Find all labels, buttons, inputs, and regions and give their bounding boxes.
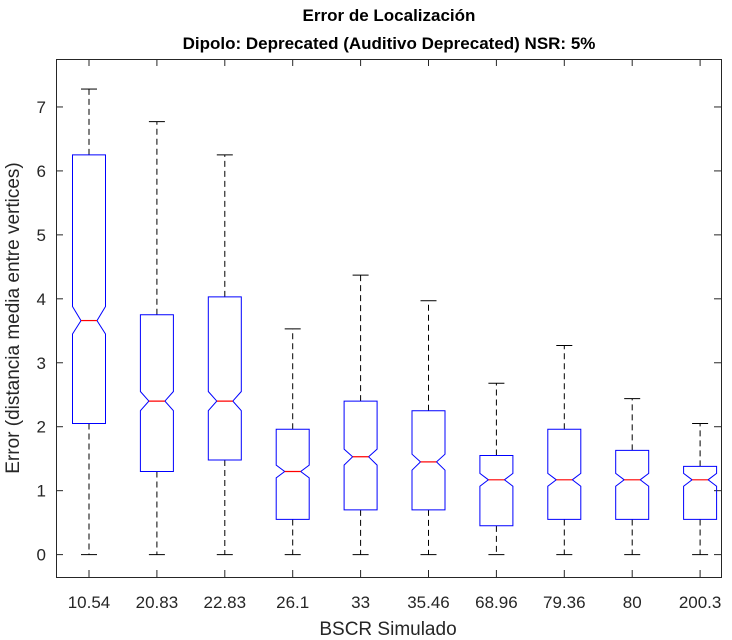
box-80 <box>615 398 650 556</box>
y-tick-label: 2 <box>37 418 46 437</box>
notched-box <box>275 428 310 520</box>
boxes-layer <box>72 88 718 556</box>
x-tick-label: 200.3 <box>679 593 722 612</box>
notched-box <box>547 428 582 520</box>
x-tick-label: 22.83 <box>204 593 247 612</box>
y-tick-label: 4 <box>37 290 46 309</box>
chart-title: Error de Localización <box>303 6 476 25</box>
box-200.3 <box>683 423 718 556</box>
y-tick-label: 3 <box>37 354 46 373</box>
notched-box <box>479 455 514 527</box>
box-79.36 <box>547 344 582 556</box>
y-axis: 0 1 2 3 4 5 6 7 <box>37 98 721 565</box>
x-tick-label: 33 <box>351 593 370 612</box>
x-tick-label: 20.83 <box>136 593 179 612</box>
notched-box <box>207 296 242 461</box>
box-26.1 <box>275 328 310 556</box>
box-22.83 <box>207 154 242 556</box>
y-axis-label: Error (distancia media entre vertices) <box>3 162 24 474</box>
notched-box <box>615 449 650 520</box>
x-tick-label: 26.1 <box>276 593 309 612</box>
x-tick-label: 68.96 <box>475 593 518 612</box>
box-20.83 <box>139 121 174 556</box>
y-tick-label: 0 <box>37 546 46 565</box>
y-tick-label: 7 <box>37 98 46 117</box>
box-35.46 <box>411 300 446 556</box>
y-tick-label: 1 <box>37 482 46 501</box>
x-tick-label: 10.54 <box>68 593 111 612</box>
y-tick-label: 5 <box>37 226 46 245</box>
notched-box <box>343 400 378 511</box>
box-10.54 <box>72 88 106 556</box>
notched-box <box>72 154 106 424</box>
x-axis: 10.54 20.83 22.83 26.1 33 35.46 68.96 79.36 80 20… <box>68 59 722 612</box>
plot-area-frame <box>56 59 722 578</box>
x-tick-label: 80 <box>623 593 642 612</box>
box-33 <box>343 274 378 556</box>
box-68.96 <box>479 382 514 556</box>
x-tick-label: 79.36 <box>543 593 586 612</box>
x-axis-label: BSCR Simulado <box>319 619 456 640</box>
notched-box <box>139 314 174 472</box>
notched-box <box>683 465 718 520</box>
notched-box <box>411 410 446 511</box>
chart-subtitle: Dipolo: Deprecated (Auditivo Deprecated)… <box>183 34 596 53</box>
x-tick-label: 35.46 <box>407 593 450 612</box>
y-tick-label: 6 <box>37 162 46 181</box>
